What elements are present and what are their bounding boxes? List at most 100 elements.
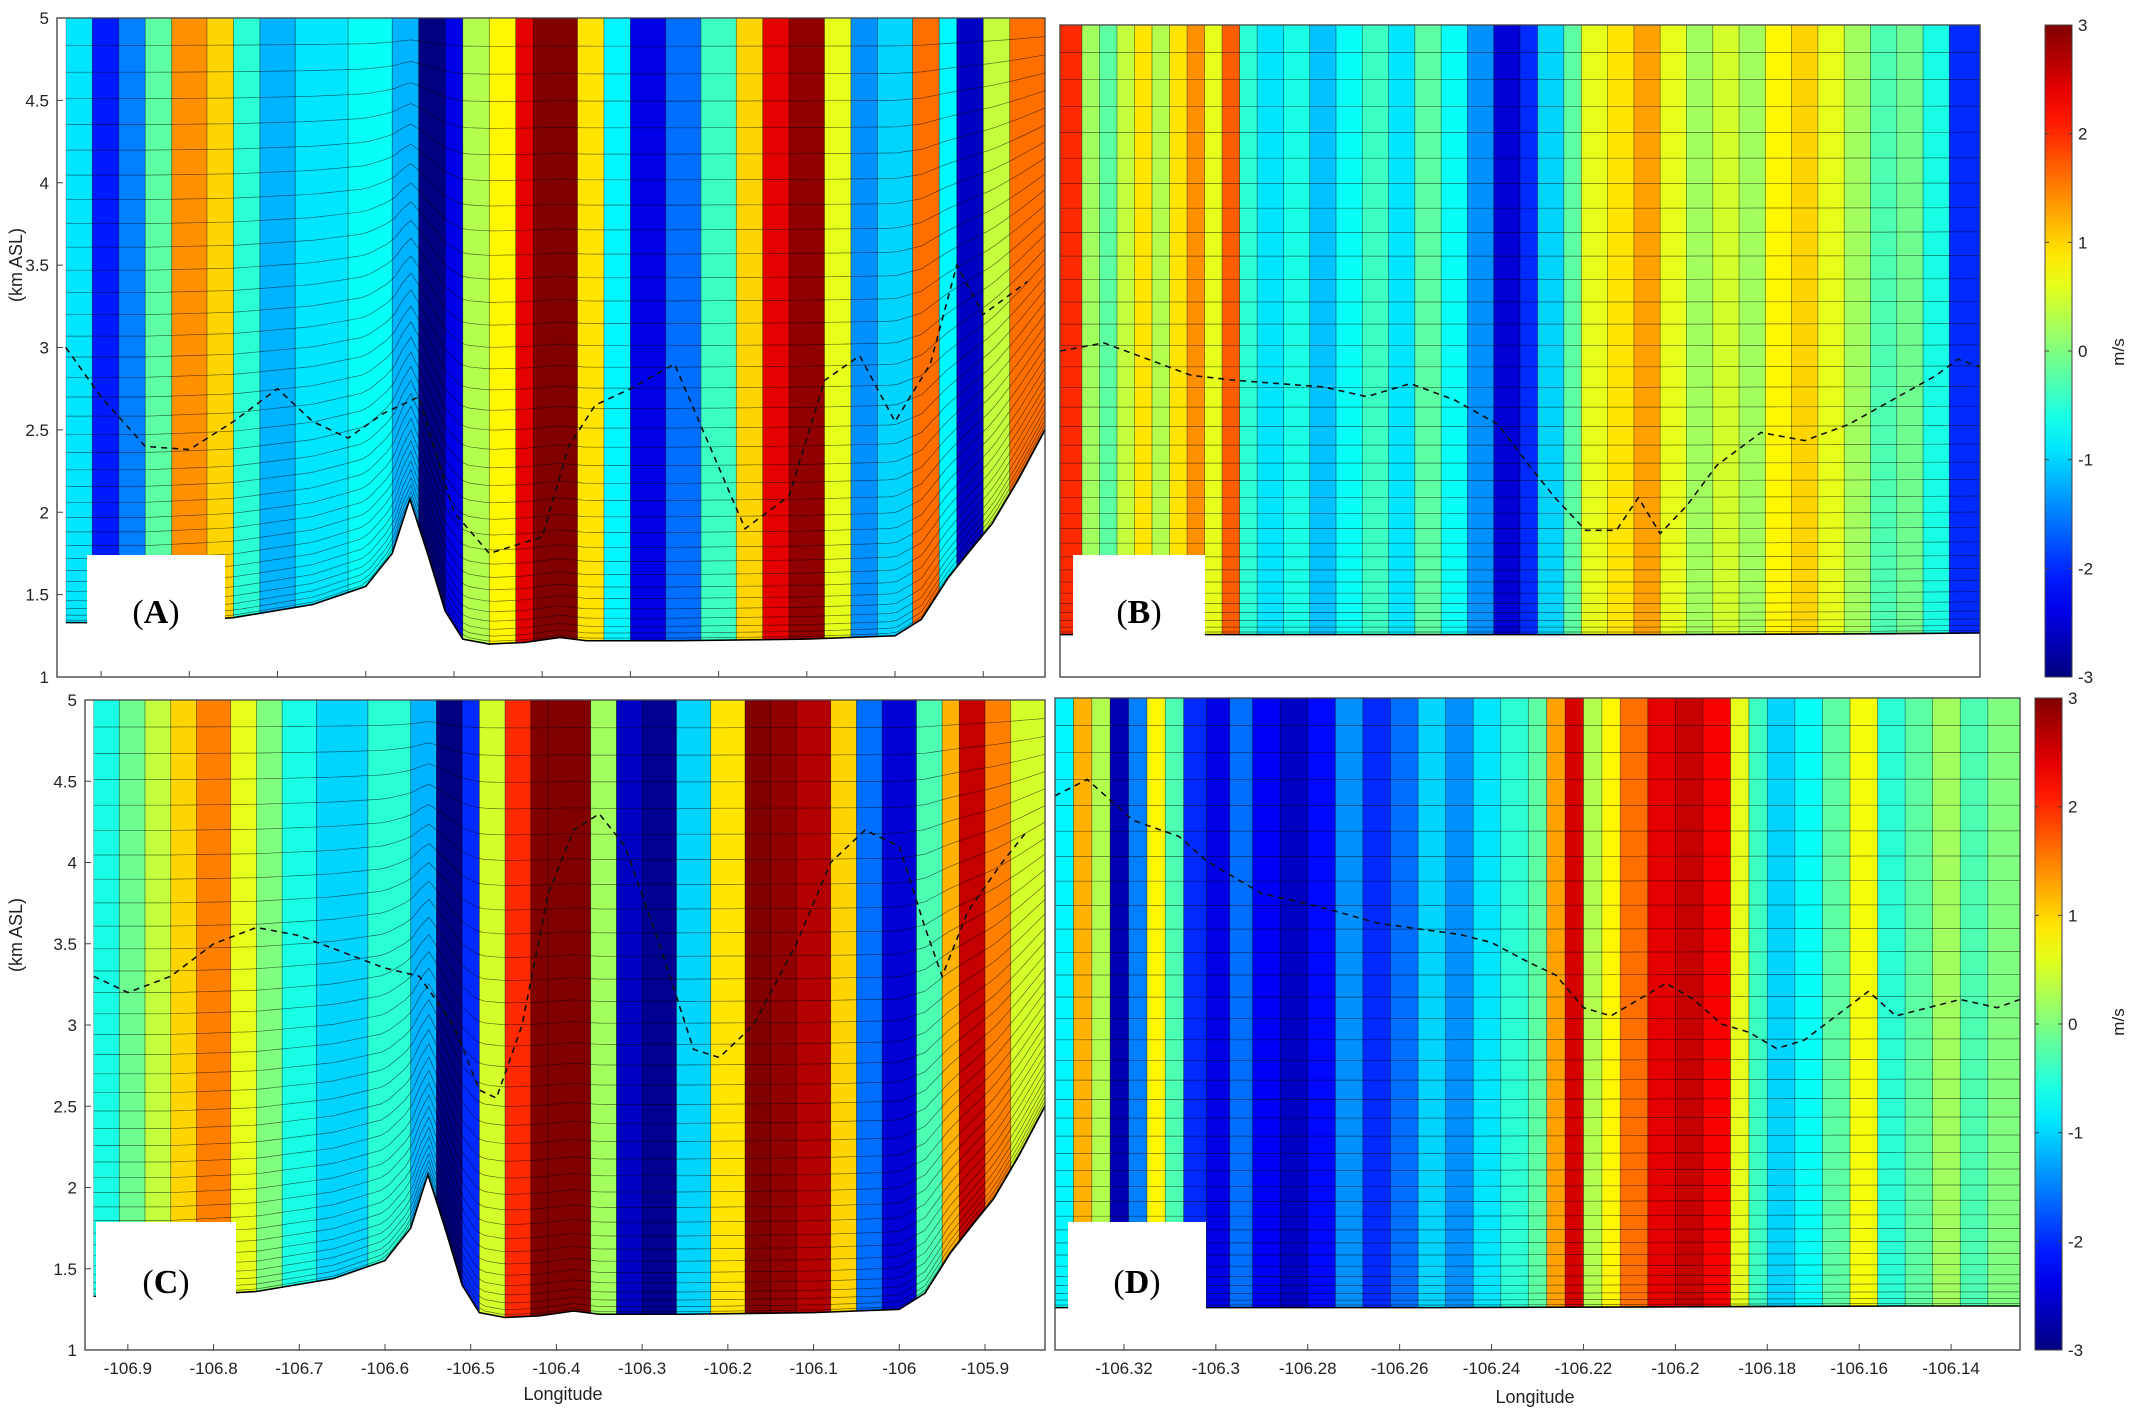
heatmap-column xyxy=(710,700,746,1318)
colorbar-tick-label: 3 xyxy=(2068,689,2077,708)
heatmap-column xyxy=(830,700,857,1318)
y-tick-label: 3.5 xyxy=(53,935,77,954)
terrain-line xyxy=(93,1105,1046,1319)
heatmap-column xyxy=(1206,698,1231,1308)
colorbar-top: 3 2 1 0 -1 -2 -3 xyxy=(2044,16,2093,687)
colorbar-unit-bottom: m/s xyxy=(2109,1008,2128,1035)
heatmap-column xyxy=(1165,698,1185,1308)
heatmap-column xyxy=(1362,698,1391,1308)
heatmap-column xyxy=(1335,698,1364,1308)
heatmap-column xyxy=(1817,25,1845,635)
heatmap-column xyxy=(916,700,943,1318)
x-tick-label: -106.18 xyxy=(1738,1359,1796,1378)
y-tick-label: 2 xyxy=(68,1179,77,1198)
heatmap-column xyxy=(1739,25,1766,635)
heatmap-cells xyxy=(93,700,1046,1318)
colorbar-tick-label: 2 xyxy=(2068,798,2077,817)
heatmap-column xyxy=(1765,25,1793,635)
panel-label-close: ) xyxy=(178,1264,189,1301)
y-tick-label: 4.5 xyxy=(25,91,49,110)
heatmap-column xyxy=(856,700,883,1318)
heatmap-column xyxy=(196,700,232,1318)
heatmap-column xyxy=(92,18,120,645)
heatmap-column xyxy=(65,18,93,645)
heatmap-column xyxy=(1060,25,1083,635)
y-tick-label: 4 xyxy=(68,854,77,873)
heatmap-column xyxy=(533,18,578,645)
heatmap-column xyxy=(1500,698,1529,1308)
panel-label-letter: C xyxy=(154,1264,179,1301)
heatmap-column xyxy=(1563,25,1582,635)
heatmap-column xyxy=(676,700,712,1318)
colorbar-tick-label: -3 xyxy=(2078,668,2093,687)
colorbar-tick-label: 0 xyxy=(2068,1015,2077,1034)
heatmap-column xyxy=(762,18,790,645)
heatmap-column xyxy=(233,18,261,645)
panel-d: -106.32 -106.3 -106.28 -106.26 -106.24 -106.2… xyxy=(1054,697,2021,1378)
x-tick-label: -106.9 xyxy=(104,1359,152,1378)
y-tick-label: 3.5 xyxy=(25,256,49,275)
y-tick-label: 3 xyxy=(40,339,49,358)
heatmap-column xyxy=(1660,25,1687,635)
heatmap-column xyxy=(1581,25,1609,635)
x-tick-label: -106.5 xyxy=(447,1359,495,1378)
x-tick-label: -106.22 xyxy=(1555,1359,1613,1378)
panel-label-open: ( xyxy=(1116,594,1127,631)
panel-label: (D) xyxy=(1113,1264,1160,1301)
x-tick-label: -106.1 xyxy=(789,1359,837,1378)
heatmap-column xyxy=(1257,25,1284,635)
y-tick-label: 2 xyxy=(40,503,49,522)
heatmap-column xyxy=(1336,25,1363,635)
heatmap-column xyxy=(590,700,617,1318)
panel-label: (A) xyxy=(132,594,179,631)
panel-label-close: ) xyxy=(1149,1264,1160,1301)
x-tick-label: -106.32 xyxy=(1095,1359,1153,1378)
heatmap-column xyxy=(1822,698,1851,1308)
heatmap-column xyxy=(1169,25,1188,635)
colorbar-tick-label: -3 xyxy=(2068,1341,2083,1360)
heatmap-column xyxy=(1239,25,1258,635)
heatmap-column xyxy=(1099,25,1118,635)
heatmap-column xyxy=(1844,25,1871,635)
colorbar-gradient xyxy=(2034,697,2063,1351)
heatmap-column xyxy=(1675,698,1704,1308)
x-axis-label-panel-c: Longitude xyxy=(523,1384,602,1404)
heatmap-column xyxy=(1134,25,1153,635)
y-axis-label-panel-a: (km ASL) xyxy=(6,228,26,302)
heatmap-column xyxy=(505,700,532,1318)
heatmap-column xyxy=(1445,698,1474,1308)
dashed-line xyxy=(93,812,1029,1100)
x-tick-label: -106.26 xyxy=(1371,1359,1429,1378)
x-tick-label: -106 xyxy=(882,1359,916,1378)
panel-label-letter: B xyxy=(1128,594,1151,631)
colorbar-tick-label: -1 xyxy=(2068,1124,2083,1143)
y-tick-label: 4.5 xyxy=(53,772,77,791)
heatmap-column xyxy=(1849,698,1879,1308)
heatmap-column xyxy=(1730,698,1750,1308)
heatmap-column xyxy=(796,700,832,1318)
heatmap-column xyxy=(1686,25,1714,635)
panel-label-open: ( xyxy=(142,1264,153,1301)
heatmap-column xyxy=(1546,698,1566,1308)
x-tick-label: -106.8 xyxy=(189,1359,237,1378)
heatmap-column xyxy=(1418,698,1447,1308)
colorbar-tick-label: -2 xyxy=(2068,1232,2083,1251)
colorbar-tick-label: -1 xyxy=(2078,451,2093,470)
heatmap-column xyxy=(939,18,958,645)
y-tick-label: 1.5 xyxy=(53,1260,77,1279)
heatmap-column xyxy=(1187,25,1206,635)
panel-c: 1 1.5 2 2.5 3 3.5 4 4.5 5 -106.9 -106.8 -106.7 -106.… xyxy=(53,691,1046,1378)
heatmap-column xyxy=(1528,698,1548,1308)
panel-a: 1 1.5 2 2.5 3 3.5 4 4.5 5 (A) xyxy=(25,9,1046,687)
heatmap-column xyxy=(1923,25,1950,635)
heatmap-column xyxy=(530,700,549,1318)
y-tick-label: 5 xyxy=(40,9,49,28)
x-tick-label: -106.28 xyxy=(1279,1359,1337,1378)
heatmap-column xyxy=(256,700,283,1318)
heatmap-column xyxy=(1414,25,1442,635)
heatmap-column xyxy=(547,700,592,1318)
panel-label: (B) xyxy=(1116,594,1161,631)
heatmap-column xyxy=(850,18,878,645)
terrain-line xyxy=(65,429,1046,645)
x-axis-label-panel-d: Longitude xyxy=(1495,1387,1574,1407)
